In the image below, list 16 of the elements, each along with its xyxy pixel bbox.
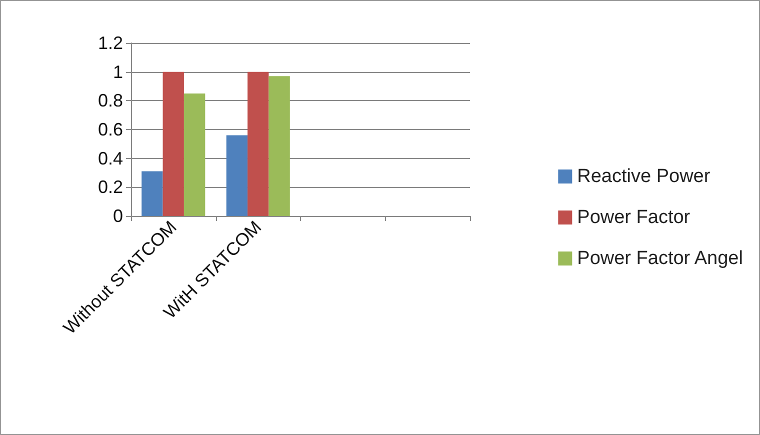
- y-tick-label: 0.8: [98, 90, 123, 111]
- bar: [226, 135, 248, 216]
- legend-label: Power Factor Angel: [577, 248, 743, 269]
- bar: [268, 76, 290, 216]
- y-tick-label: 1.2: [98, 33, 123, 53]
- legend-label: Power Factor: [577, 207, 691, 228]
- bar: [248, 72, 269, 216]
- bar: [142, 171, 163, 216]
- y-tick-label: 0.6: [98, 120, 123, 140]
- legend-label: Reactive Power: [577, 166, 711, 187]
- y-tick-label: 0.2: [98, 177, 123, 198]
- bar: [184, 93, 206, 216]
- y-tick-label: 0: [112, 206, 123, 226]
- bar: [162, 72, 184, 216]
- y-tick-label: 0.4: [98, 148, 123, 168]
- y-tick-label: 1: [112, 62, 123, 82]
